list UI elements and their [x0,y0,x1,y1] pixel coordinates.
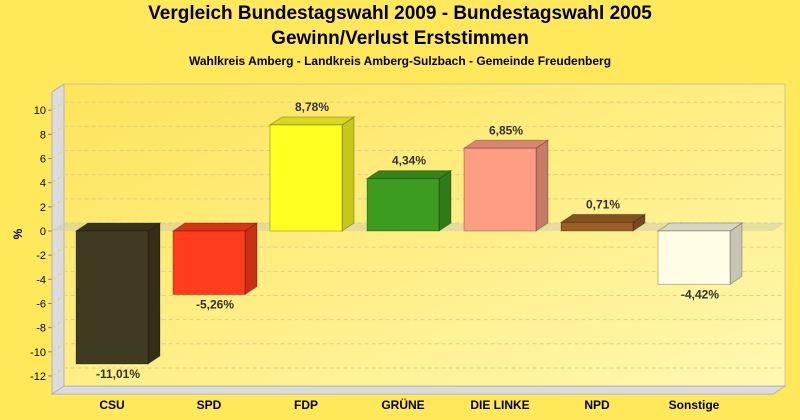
x-tick-label: FDP [294,398,318,412]
bar-top [559,213,647,223]
bar [172,230,246,296]
grid-line [51,294,785,304]
bar [560,221,634,232]
y-tick-label: -2 [36,250,46,262]
bar [657,230,731,285]
data-label: 0,71% [586,197,620,211]
bar-top [462,139,550,149]
y-tick-label: 4 [40,178,46,190]
bar-top [268,116,356,126]
bar-side [341,116,355,232]
data-label: -5,26% [196,298,234,312]
x-tick-label: GRÜNE [381,397,424,412]
grid-line [51,125,785,135]
data-label: -11,01% [96,367,140,381]
y-tick-label: -12 [30,371,46,383]
y-tick-label: 6 [40,154,46,166]
grid-line [51,246,785,256]
grid-line [51,319,785,329]
bar [463,147,537,232]
bar [269,124,343,232]
x-tick-label: CSU [99,398,124,412]
data-label: 8,78% [295,100,329,114]
y-axis-label: % [11,228,25,239]
bar-top [171,222,259,232]
x-tick-label: SPD [197,398,222,412]
x-tick-label: Sonstige [669,398,720,412]
data-label: 6,85% [489,123,523,137]
plot-floor [50,385,787,395]
y-tick-label: -6 [36,298,46,310]
grid-line [51,198,785,208]
chart-subsubtitle: Wahlkreis Amberg - Landkreis Amberg-Sulz… [188,54,612,68]
grid-line [51,367,785,377]
bar-side [729,222,743,286]
chart-subtitle: Gewinn/Verlust Erststimmen [271,28,529,49]
chart-title: Vergleich Bundestagswahl 2009 - Bundesta… [148,3,652,24]
y-tick-label: -8 [36,323,46,335]
bar-top [365,170,453,180]
bar-side [147,222,161,365]
grid-line [51,222,785,232]
bar-top [74,222,162,232]
y-tick-label: 10 [34,105,46,117]
grid-line [51,174,785,184]
y-tick-label: 0 [40,226,46,238]
x-tick-label: DIE LINKE [470,398,529,412]
data-label: 4,34% [392,154,426,168]
bar-top [656,222,744,232]
grid-line [51,101,785,111]
bar-side [244,222,258,296]
y-tick-label: -10 [30,347,46,359]
grid-line [51,150,785,159]
y-tick-label: -4 [36,274,46,286]
data-label: -4,42% [681,287,719,301]
bar-side [438,169,452,232]
grid-line [51,343,785,353]
bar [366,178,440,232]
y-tick-label: 8 [40,129,46,141]
y-tick-label: 2 [40,202,46,214]
bar [75,230,149,365]
grid-line [51,270,785,280]
bar-side [535,139,549,232]
x-tick-label: NPD [584,398,610,412]
